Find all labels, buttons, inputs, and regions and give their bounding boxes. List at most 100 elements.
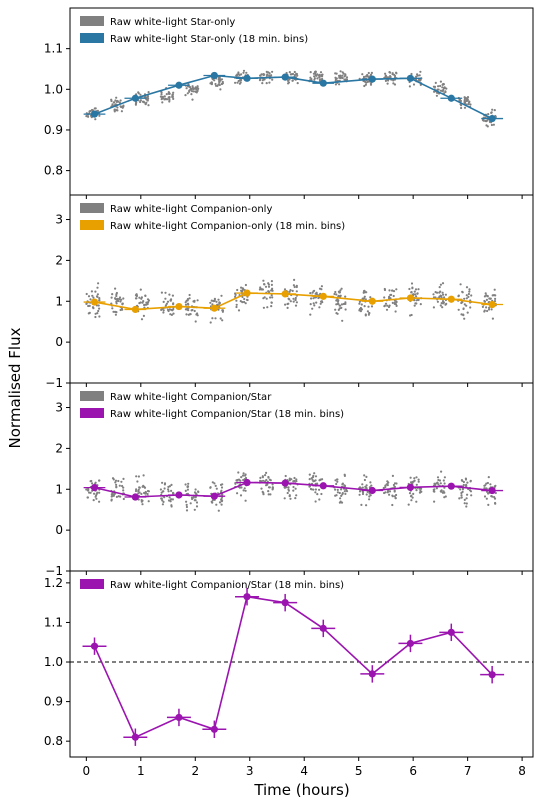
raw-point [259,479,262,482]
legend-label: Raw white-light Star-only [110,17,235,28]
raw-point [196,312,199,315]
raw-point [235,303,238,306]
raw-point [243,487,246,490]
raw-point [267,283,270,286]
raw-point [94,118,97,121]
legend-label: Raw white-light Companion-only (18 min. … [110,221,345,232]
raw-point [118,484,121,487]
raw-point [483,309,486,312]
raw-point [97,282,100,285]
raw-point [110,302,113,305]
raw-point [184,301,187,304]
raw-point [87,488,90,491]
raw-point [270,305,273,308]
raw-point [159,95,162,98]
raw-point [134,103,137,106]
raw-point [314,488,317,491]
raw-point [165,302,168,305]
raw-point [463,498,466,501]
raw-point [114,99,117,102]
raw-point [187,313,190,316]
data-point [281,599,289,607]
raw-point [190,309,193,312]
raw-point [358,300,361,303]
raw-point [213,297,216,300]
legend: Raw white-light Star-only Raw white-light… [80,16,308,45]
raw-point [445,302,448,305]
raw-point [271,296,274,299]
raw-point [409,476,412,479]
raw-point [197,490,200,493]
x-axis-title: Time (hours) [253,781,349,799]
raw-point [417,478,420,481]
raw-point [162,300,165,303]
raw-point [120,480,123,483]
raw-point [218,80,221,83]
raw-point [343,490,346,493]
raw-point [135,294,138,298]
raw-point [360,303,363,306]
legend: Raw white-light Companion-only Raw white-… [80,203,345,232]
raw-point [265,471,268,474]
raw-point [191,86,194,89]
raw-point [195,90,198,93]
raw-point [432,85,435,88]
raw-point [139,301,142,304]
raw-point [415,299,418,302]
raw-point [460,301,463,305]
raw-point [264,474,267,477]
data-point [319,624,327,632]
raw-point [234,81,237,84]
raw-point [438,291,441,294]
raw-point [384,79,387,82]
raw-point [121,484,124,488]
raw-point [98,307,101,310]
raw-point [292,485,295,489]
y-tick-label: 1 [55,482,63,496]
raw-point [410,499,413,502]
data-point [131,493,139,501]
raw-point [412,492,415,495]
raw-point [368,495,371,498]
raw-point [214,317,217,320]
raw-point [412,83,416,86]
data-point [281,479,289,487]
raw-point [239,79,243,82]
raw-point [343,474,346,477]
raw-point [358,493,361,496]
raw-point [171,93,174,96]
raw-point [143,303,146,307]
raw-point [315,293,318,296]
raw-point [85,302,88,305]
raw-point [87,295,91,298]
raw-point [442,491,445,494]
y-tick-label: 0.8 [44,164,63,178]
raw-point [217,308,220,311]
raw-point [197,87,200,90]
raw-point [319,71,323,74]
legend-swatch [80,408,104,418]
raw-point [94,315,97,319]
raw-point [413,299,416,302]
raw-point [392,82,395,85]
raw-point [268,81,271,84]
raw-point [137,475,140,478]
raw-point [236,73,239,76]
raw-point [135,488,138,491]
raw-point [336,298,339,301]
raw-point [392,483,395,487]
raw-point [463,502,466,505]
raw-point [386,491,389,494]
raw-point [284,303,287,306]
raw-point [460,479,463,482]
raw-point [111,293,114,296]
raw-point [415,295,418,298]
raw-point [309,303,312,306]
raw-point [359,310,362,313]
raw-point [188,89,191,92]
raw-point [358,486,362,489]
raw-point [335,303,338,306]
raw-point [139,93,142,96]
data-point [175,491,183,499]
raw-point [383,296,386,299]
